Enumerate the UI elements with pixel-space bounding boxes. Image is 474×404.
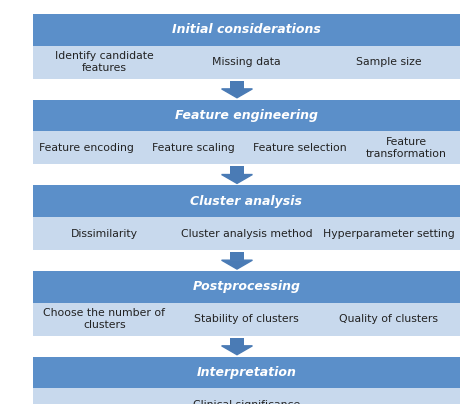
Polygon shape: [221, 346, 252, 355]
Bar: [33, 131, 460, 164]
Bar: [230, 338, 244, 346]
Text: Identify candidate
features: Identify candidate features: [55, 51, 154, 73]
Text: Dissimilarity: Dissimilarity: [71, 229, 138, 238]
Text: Cluster analysis method: Cluster analysis method: [181, 229, 312, 238]
Text: Interpretation: Interpretation: [197, 366, 296, 379]
Bar: [33, 14, 460, 46]
Polygon shape: [221, 89, 252, 98]
Bar: [230, 252, 244, 260]
Bar: [33, 185, 460, 217]
Text: Feature encoding: Feature encoding: [39, 143, 134, 153]
Text: Hyperparameter setting: Hyperparameter setting: [323, 229, 455, 238]
Bar: [33, 46, 460, 79]
Text: Postprocessing: Postprocessing: [192, 280, 301, 293]
Text: Missing data: Missing data: [212, 57, 281, 67]
Bar: [33, 388, 460, 404]
Text: Feature scaling: Feature scaling: [152, 143, 235, 153]
Bar: [230, 166, 244, 175]
Text: Sample size: Sample size: [356, 57, 421, 67]
Polygon shape: [221, 260, 252, 269]
Polygon shape: [221, 175, 252, 183]
Text: Feature selection: Feature selection: [253, 143, 346, 153]
Bar: [33, 303, 460, 336]
Bar: [33, 357, 460, 388]
Text: Initial considerations: Initial considerations: [172, 23, 321, 36]
Text: Clinical significance: Clinical significance: [193, 400, 300, 404]
Text: Cluster analysis: Cluster analysis: [191, 195, 302, 208]
Bar: [230, 81, 244, 89]
Bar: [33, 100, 460, 131]
Bar: [33, 217, 460, 250]
Text: Stability of clusters: Stability of clusters: [194, 314, 299, 324]
Bar: [33, 271, 460, 303]
Text: Quality of clusters: Quality of clusters: [339, 314, 438, 324]
Text: Feature
transformation: Feature transformation: [366, 137, 447, 159]
Text: Choose the number of
clusters: Choose the number of clusters: [43, 308, 165, 330]
Text: Feature engineering: Feature engineering: [175, 109, 318, 122]
